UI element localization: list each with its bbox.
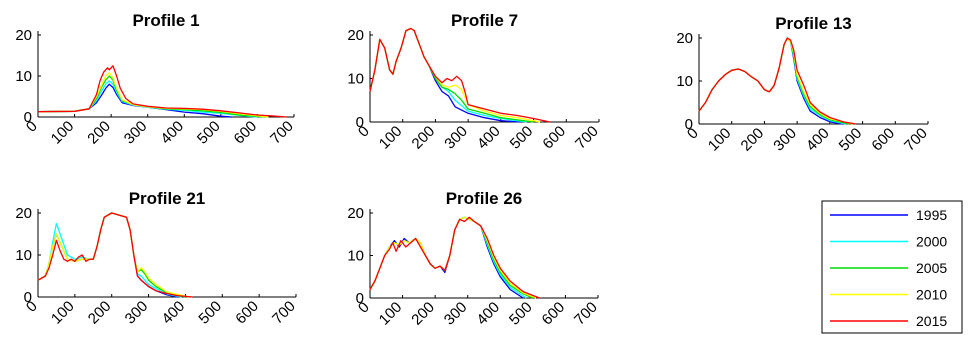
legend: 1995 2000 2005 2010 2015 xyxy=(821,200,963,334)
series-line-2000 xyxy=(698,37,847,125)
x-tick-label: 200 xyxy=(409,123,439,153)
series-line-2000 xyxy=(37,212,182,298)
series-line-1995 xyxy=(37,212,179,298)
y-tick-label: 10 xyxy=(676,73,693,90)
x-tick-label: 100 xyxy=(48,118,78,148)
x-tick-label: 600 xyxy=(539,299,569,329)
y-tick-label: 20 xyxy=(347,205,364,222)
x-tick-label: 700 xyxy=(269,298,299,328)
x-tick-label: 100 xyxy=(376,123,406,153)
x-tick-label: 500 xyxy=(506,299,536,329)
x-tick-label: 400 xyxy=(474,123,504,153)
y-tick-label: 10 xyxy=(15,247,32,264)
series-line-2005 xyxy=(37,212,186,298)
x-tick-label: 500 xyxy=(195,298,225,328)
y-tick-label: 20 xyxy=(15,27,32,44)
x-tick-label: 100 xyxy=(48,298,78,328)
x-tick-label: 700 xyxy=(571,299,601,329)
x-tick-label: 500 xyxy=(194,118,224,148)
x-tick-label: 700 xyxy=(901,125,931,155)
series-line-1995 xyxy=(369,27,521,123)
legend-label-2015: 2015 xyxy=(916,313,947,329)
series-line-2015 xyxy=(369,216,540,299)
x-tick-label: 400 xyxy=(159,298,189,328)
chart-title: Profile 13 xyxy=(775,14,852,33)
y-tick-label: 10 xyxy=(15,68,32,85)
chart-title: Profile 26 xyxy=(446,189,523,208)
series-line-1995 xyxy=(698,37,844,125)
x-tick-label: 600 xyxy=(231,118,261,148)
series-line-2010 xyxy=(37,72,269,118)
series-line-2000 xyxy=(369,27,528,123)
x-tick-label: 500 xyxy=(507,123,537,153)
x-tick-label: 200 xyxy=(738,125,768,155)
x-tick-label: 600 xyxy=(232,298,262,328)
legend-box xyxy=(821,200,963,334)
x-tick-label: 400 xyxy=(473,299,503,329)
series-line-2015 xyxy=(369,27,551,123)
legend-label-2000: 2000 xyxy=(916,234,947,250)
series-line-2015 xyxy=(37,65,287,118)
chart-title: Profile 1 xyxy=(132,11,199,30)
series-line-2015 xyxy=(37,212,193,298)
x-tick-label: 700 xyxy=(572,123,602,153)
series-line-1995 xyxy=(369,216,524,299)
series-line-2005 xyxy=(369,27,534,123)
legend-label-1995: 1995 xyxy=(916,207,947,223)
x-tick-label: 500 xyxy=(836,125,866,155)
legend-label-2005: 2005 xyxy=(916,260,947,276)
x-tick-label: 300 xyxy=(122,298,152,328)
y-tick-label: 0 xyxy=(685,116,693,133)
x-tick-label: 300 xyxy=(770,125,800,155)
x-tick-label: 100 xyxy=(376,299,406,329)
legend-label-2010: 2010 xyxy=(916,287,947,303)
x-tick-label: 200 xyxy=(84,118,114,148)
y-tick-label: 10 xyxy=(347,248,364,265)
series-line-1995 xyxy=(37,83,232,118)
x-tick-label: 200 xyxy=(408,299,438,329)
x-tick-label: 300 xyxy=(441,123,471,153)
y-tick-label: 10 xyxy=(347,71,364,88)
y-tick-label: 0 xyxy=(24,109,32,126)
y-tick-label: 20 xyxy=(676,30,693,47)
x-tick-label: 600 xyxy=(539,123,569,153)
series-line-2010 xyxy=(37,212,190,298)
series-line-2005 xyxy=(698,37,850,125)
x-tick-label: 400 xyxy=(803,125,833,155)
x-tick-label: 400 xyxy=(157,118,187,148)
x-tick-label: 200 xyxy=(85,298,115,328)
chart-title: Profile 7 xyxy=(451,11,518,30)
series-line-2000 xyxy=(37,80,258,118)
series-line-2015 xyxy=(698,37,857,125)
y-tick-label: 0 xyxy=(356,114,364,131)
x-tick-label: 300 xyxy=(441,299,471,329)
x-tick-label: 600 xyxy=(868,125,898,155)
y-tick-label: 0 xyxy=(356,290,364,307)
x-tick-label: 300 xyxy=(121,118,151,148)
series-line-2000 xyxy=(369,216,527,299)
x-tick-label: 700 xyxy=(267,118,297,148)
y-tick-label: 0 xyxy=(24,289,32,306)
chart-title: Profile 21 xyxy=(129,189,206,208)
y-tick-label: 20 xyxy=(347,27,364,44)
x-tick-label: 100 xyxy=(705,125,735,155)
y-tick-label: 20 xyxy=(15,205,32,222)
series-line-2010 xyxy=(369,27,541,123)
